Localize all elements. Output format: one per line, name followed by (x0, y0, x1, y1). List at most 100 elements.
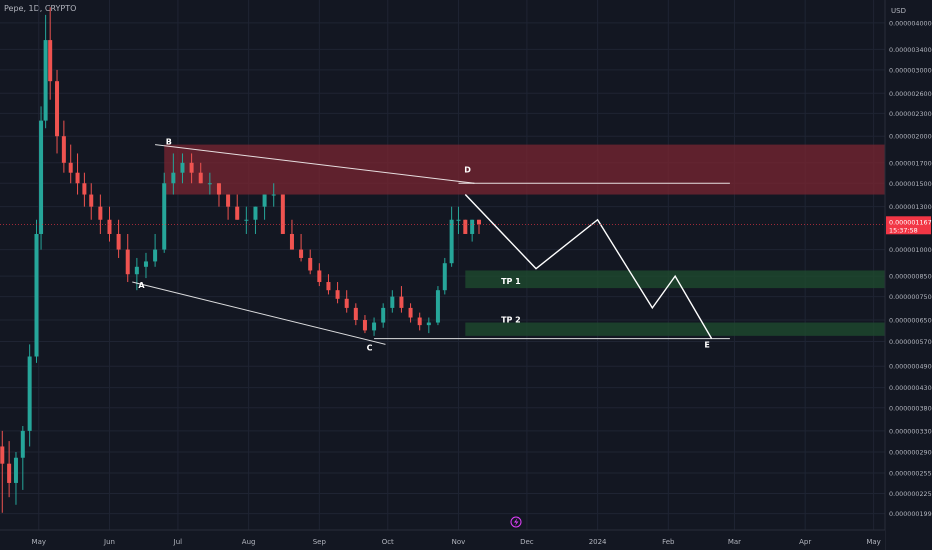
candle-body[interactable] (271, 194, 276, 196)
time-tick-label: Apr (799, 538, 811, 546)
candle-body[interactable] (39, 120, 44, 234)
candle-body[interactable] (244, 219, 249, 221)
candles[interactable] (0, 7, 481, 513)
candle-body[interactable] (235, 206, 240, 220)
wave-label: D (464, 166, 471, 175)
candle-body[interactable] (61, 136, 66, 163)
candle-body[interactable] (89, 194, 94, 207)
price-tick-label: 0.0000001990 (889, 510, 932, 518)
candle-body[interactable] (289, 233, 294, 250)
price-axis-bg (885, 0, 932, 550)
wave-label: C (367, 343, 373, 352)
chart-header-title: Pepe, 1D, CRYPTO (4, 4, 77, 13)
price-tick-label: 0.0000004300 (889, 384, 932, 392)
candle-body[interactable] (390, 296, 395, 308)
candle-body[interactable] (308, 257, 313, 271)
time-tick-label: Feb (662, 538, 675, 546)
time-axis-bg (0, 530, 885, 550)
candle-body[interactable] (226, 194, 231, 207)
grid (0, 0, 885, 530)
currency-label[interactable]: USD (891, 7, 906, 15)
candle-body[interactable] (162, 183, 167, 250)
lightning-icon (514, 518, 519, 526)
price-tick-label: 0.0000026000 (889, 90, 932, 98)
candle-body[interactable] (442, 263, 447, 291)
candle-body[interactable] (7, 463, 12, 483)
candle-body[interactable] (299, 249, 304, 258)
time-tick-label: May (32, 538, 46, 546)
candle-body[interactable] (381, 307, 386, 323)
candle-body[interactable] (417, 317, 422, 326)
price-tick-label: 0.0000015000 (889, 180, 932, 188)
price-tick-label: 0.0000010000 (889, 246, 932, 254)
price-tick-label: 0.0000002250 (889, 490, 932, 498)
candle-body[interactable] (98, 206, 103, 220)
candle-body[interactable] (216, 183, 221, 195)
price-tick-label: 0.0000030000 (889, 66, 932, 74)
candle-body[interactable] (180, 162, 185, 173)
candle-body[interactable] (353, 307, 358, 321)
time-tick-label: 2024 (589, 538, 607, 546)
time-tick-label: Dec (520, 538, 534, 546)
candle-body[interactable] (125, 249, 130, 275)
candle-body[interactable] (435, 290, 440, 323)
candle-body[interactable] (253, 206, 258, 220)
candle-body[interactable] (34, 233, 39, 357)
candle-body[interactable] (470, 219, 475, 234)
candle-body[interactable] (107, 219, 112, 234)
flash-icon[interactable] (510, 516, 522, 528)
candle-body[interactable] (280, 194, 285, 234)
candle-body[interactable] (326, 282, 331, 291)
candle-body[interactable] (48, 40, 53, 82)
wave-label: A (138, 281, 145, 290)
candle-body[interactable] (75, 172, 80, 184)
price-tick-label: 0.0000013000 (889, 203, 932, 211)
flash-icon-circle[interactable] (510, 516, 522, 528)
time-tick-label: Jul (173, 538, 183, 546)
candle-body[interactable] (13, 457, 18, 483)
price-tick-label: 0.0000034000 (889, 46, 932, 54)
candle-body[interactable] (0, 446, 5, 464)
candle-body[interactable] (362, 320, 367, 331)
candle-body[interactable] (335, 290, 340, 299)
price-tick-label: 0.0000002550 (889, 470, 932, 478)
time-tick-label: May (866, 538, 880, 546)
candle-body[interactable] (27, 356, 32, 431)
candle-body[interactable] (82, 183, 87, 195)
candle-body[interactable] (68, 162, 73, 173)
candle-body[interactable] (408, 307, 413, 318)
candle-body[interactable] (153, 249, 158, 262)
candle-body[interactable] (449, 219, 454, 264)
candle-body[interactable] (463, 219, 468, 234)
wave-label: TP 1 (501, 277, 521, 286)
candle-body[interactable] (456, 219, 461, 221)
candle-body[interactable] (134, 266, 139, 275)
candle-body[interactable] (143, 261, 148, 267)
candle-body[interactable] (207, 183, 212, 185)
candle-body[interactable] (372, 322, 377, 331)
candle-body[interactable] (476, 219, 481, 225)
candle-body[interactable] (344, 298, 349, 308)
price-tick-label: 0.0000017000 (889, 159, 932, 167)
candle-body[interactable] (116, 233, 121, 250)
candle-body[interactable] (262, 194, 267, 207)
candle-body[interactable] (317, 270, 322, 283)
candle-body[interactable] (399, 296, 404, 308)
candle-body[interactable] (171, 172, 176, 184)
price-tick-label: 0.0000007500 (889, 293, 932, 301)
time-tick-label: Aug (242, 538, 256, 546)
candle-body[interactable] (189, 162, 194, 173)
candle-body[interactable] (426, 322, 431, 326)
wave-labels: A B C D E TP 1 TP 2 (138, 138, 710, 353)
wave-label: TP 2 (501, 316, 521, 325)
candle-body[interactable] (20, 430, 25, 458)
zone-resistance (164, 144, 885, 195)
candle-body[interactable] (198, 172, 203, 184)
projection-path (464, 194, 713, 340)
candle-body[interactable] (43, 40, 48, 121)
candle-body[interactable] (55, 81, 60, 137)
price-tick-label: 0.0000004900 (889, 363, 932, 371)
time-axis[interactable]: May Jun Jul Aug Sep Oct Nov Dec 2024 Feb Mar Apr May (0, 529, 885, 550)
